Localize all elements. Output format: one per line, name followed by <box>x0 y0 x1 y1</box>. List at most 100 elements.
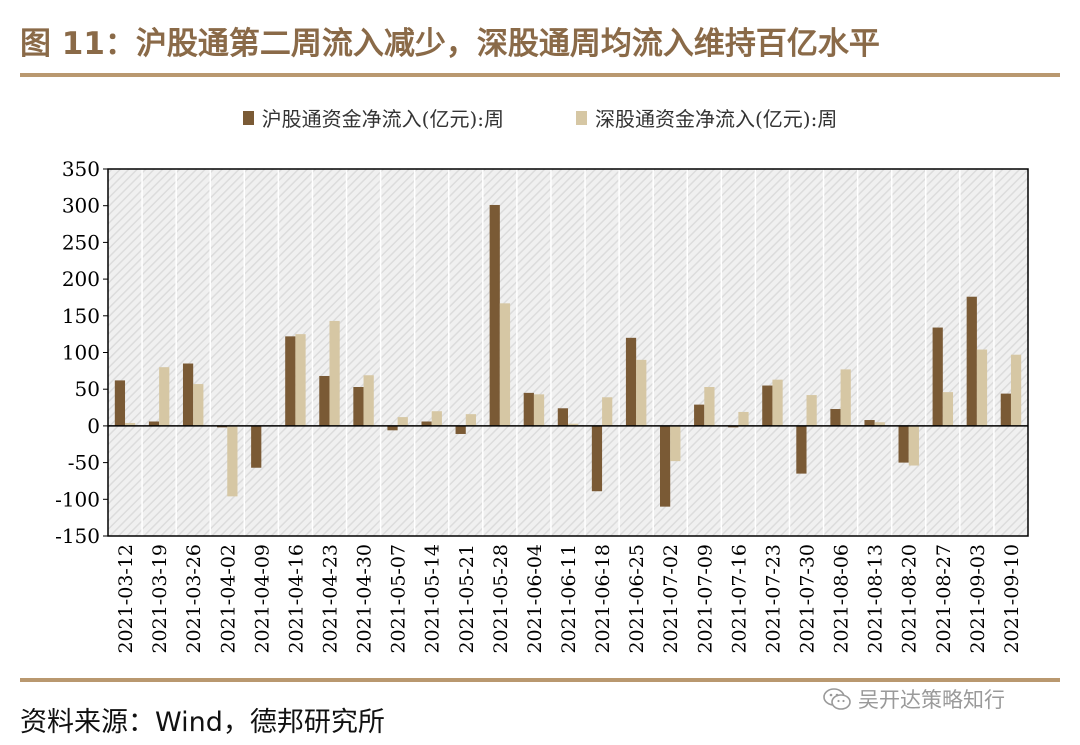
title-divider <box>20 73 1060 77</box>
bar-sz <box>738 411 749 426</box>
bar-sz <box>772 379 783 426</box>
x-tick-label: 2021-04-02 <box>217 544 239 654</box>
y-tick-label: 200 <box>62 267 100 291</box>
x-tick-label: 2021-06-04 <box>524 544 546 654</box>
bar-sh <box>557 408 568 426</box>
y-tick-label: -50 <box>68 451 100 475</box>
legend-item-sz: 深股通资金净流入(亿元):周 <box>576 103 837 132</box>
bar-sz <box>874 422 885 426</box>
bar-sh <box>148 421 160 426</box>
bar-sh <box>523 392 534 426</box>
bar-chart: -150 -100 -50 0 50 100 150 200 250 300 350 2021-03… <box>55 157 1029 654</box>
x-tick-label: 2021-07-16 <box>728 544 750 654</box>
x-tick-label: 2021-09-10 <box>1001 544 1023 654</box>
bar-sh <box>694 404 705 426</box>
y-tick-label: 250 <box>62 230 100 254</box>
bar-sh <box>455 425 466 434</box>
footer-divider <box>20 678 1060 682</box>
bar-sh <box>421 421 432 426</box>
legend-item-sh: 沪股通资金净流入(亿元):周 <box>242 103 504 132</box>
x-tick-label: 2021-05-07 <box>388 544 410 654</box>
bar-sz <box>976 349 988 426</box>
y-tick-label: -100 <box>55 487 100 511</box>
x-tick-label: 2021-07-23 <box>762 544 784 654</box>
bar-sz <box>193 384 204 426</box>
bar-sz <box>806 395 817 426</box>
x-tick-label: 2021-06-25 <box>626 544 648 654</box>
bar-sh <box>932 327 943 426</box>
bar-sz <box>159 367 170 426</box>
bar-sh <box>489 204 500 426</box>
bar-sh <box>898 425 909 463</box>
bars <box>114 204 1022 507</box>
legend-swatch-sh <box>242 110 254 125</box>
bar-sz <box>295 334 306 426</box>
x-tick-label: 2021-08-27 <box>933 544 955 654</box>
bar-sz <box>397 417 408 426</box>
x-axis-ticks: 2021-03-12 2021-03-19 2021-03-26 2021-04-02… <box>115 544 1023 654</box>
x-tick-label: 2021-07-02 <box>660 544 682 654</box>
source-note: 资料来源：Wind，德邦研究所 <box>20 707 385 738</box>
bar-sh <box>625 337 637 426</box>
bar-sh <box>387 425 398 431</box>
x-tick-label: 2021-05-28 <box>490 544 512 654</box>
bar-sh <box>182 363 194 426</box>
bar-sh <box>591 425 603 492</box>
bar-sz <box>125 422 136 426</box>
figure-title: 图 11：沪股通第二周流入减少，深股通周均流入维持百亿水平 <box>20 26 880 62</box>
legend-label-sh: 沪股通资金净流入(亿元):周 <box>261 107 504 131</box>
bar-sz <box>840 369 851 426</box>
y-tick-label: 350 <box>62 157 100 181</box>
legend: 沪股通资金净流入(亿元):周 深股通资金净流入(亿元):周 <box>0 103 1080 132</box>
x-tick-label: 2021-04-23 <box>319 544 341 654</box>
bar-sz <box>636 359 647 426</box>
bar-sz <box>602 397 613 426</box>
bar-sz <box>227 425 238 497</box>
x-tick-label: 2021-04-09 <box>251 544 273 654</box>
bar-sz <box>363 375 374 426</box>
x-tick-label: 2021-04-16 <box>285 544 307 654</box>
bar-sz <box>908 425 919 466</box>
bar-sh <box>864 420 875 426</box>
x-tick-label: 2021-04-30 <box>354 544 376 654</box>
bar-sz <box>431 411 442 426</box>
bar-sh <box>251 425 262 468</box>
watermark-text: 吴开达策略知行 <box>858 688 1005 712</box>
x-tick-label: 2021-07-09 <box>694 544 716 654</box>
legend-label-sz: 深股通资金净流入(亿元):周 <box>595 107 838 131</box>
bar-sh <box>319 375 330 426</box>
y-tick-label: 150 <box>62 304 100 328</box>
bar-sh <box>762 385 773 426</box>
bar-sz <box>704 386 715 426</box>
bar-sh <box>285 336 296 426</box>
x-tick-label: 2021-03-26 <box>183 544 205 654</box>
category-separators <box>141 169 995 536</box>
bar-sh <box>353 386 364 426</box>
bar-sz <box>329 320 340 426</box>
bar-sz <box>499 303 511 426</box>
bar-sz <box>1010 354 1022 426</box>
x-tick-label: 2021-06-11 <box>558 544 580 654</box>
y-axis-ticks: -150 -100 -50 0 50 100 150 200 250 300 350 <box>55 157 108 548</box>
bar-sz <box>465 414 476 426</box>
x-tick-label: 2021-07-30 <box>797 544 819 654</box>
x-tick-label: 2021-05-14 <box>422 544 444 654</box>
x-tick-label: 2021-06-18 <box>592 544 614 654</box>
bar-sh <box>1000 393 1011 426</box>
bar-sh <box>966 296 977 426</box>
legend-swatch-sz <box>576 110 587 125</box>
wechat-icon <box>823 688 851 710</box>
bar-sz <box>670 425 681 462</box>
bar-sh <box>796 425 807 474</box>
watermark: 吴开达策略知行 <box>822 684 1005 714</box>
plot-area <box>108 169 1028 536</box>
x-tick-label: 2021-08-20 <box>899 544 921 654</box>
bar-sh <box>660 425 671 507</box>
bar-sz <box>568 423 579 426</box>
y-tick-label: -150 <box>55 524 100 548</box>
y-tick-label: 300 <box>62 194 100 218</box>
x-tick-label: 2021-08-06 <box>831 544 853 654</box>
y-tick-label: 0 <box>87 414 100 438</box>
x-tick-label: 2021-09-03 <box>967 544 989 654</box>
bar-sz <box>942 392 954 426</box>
